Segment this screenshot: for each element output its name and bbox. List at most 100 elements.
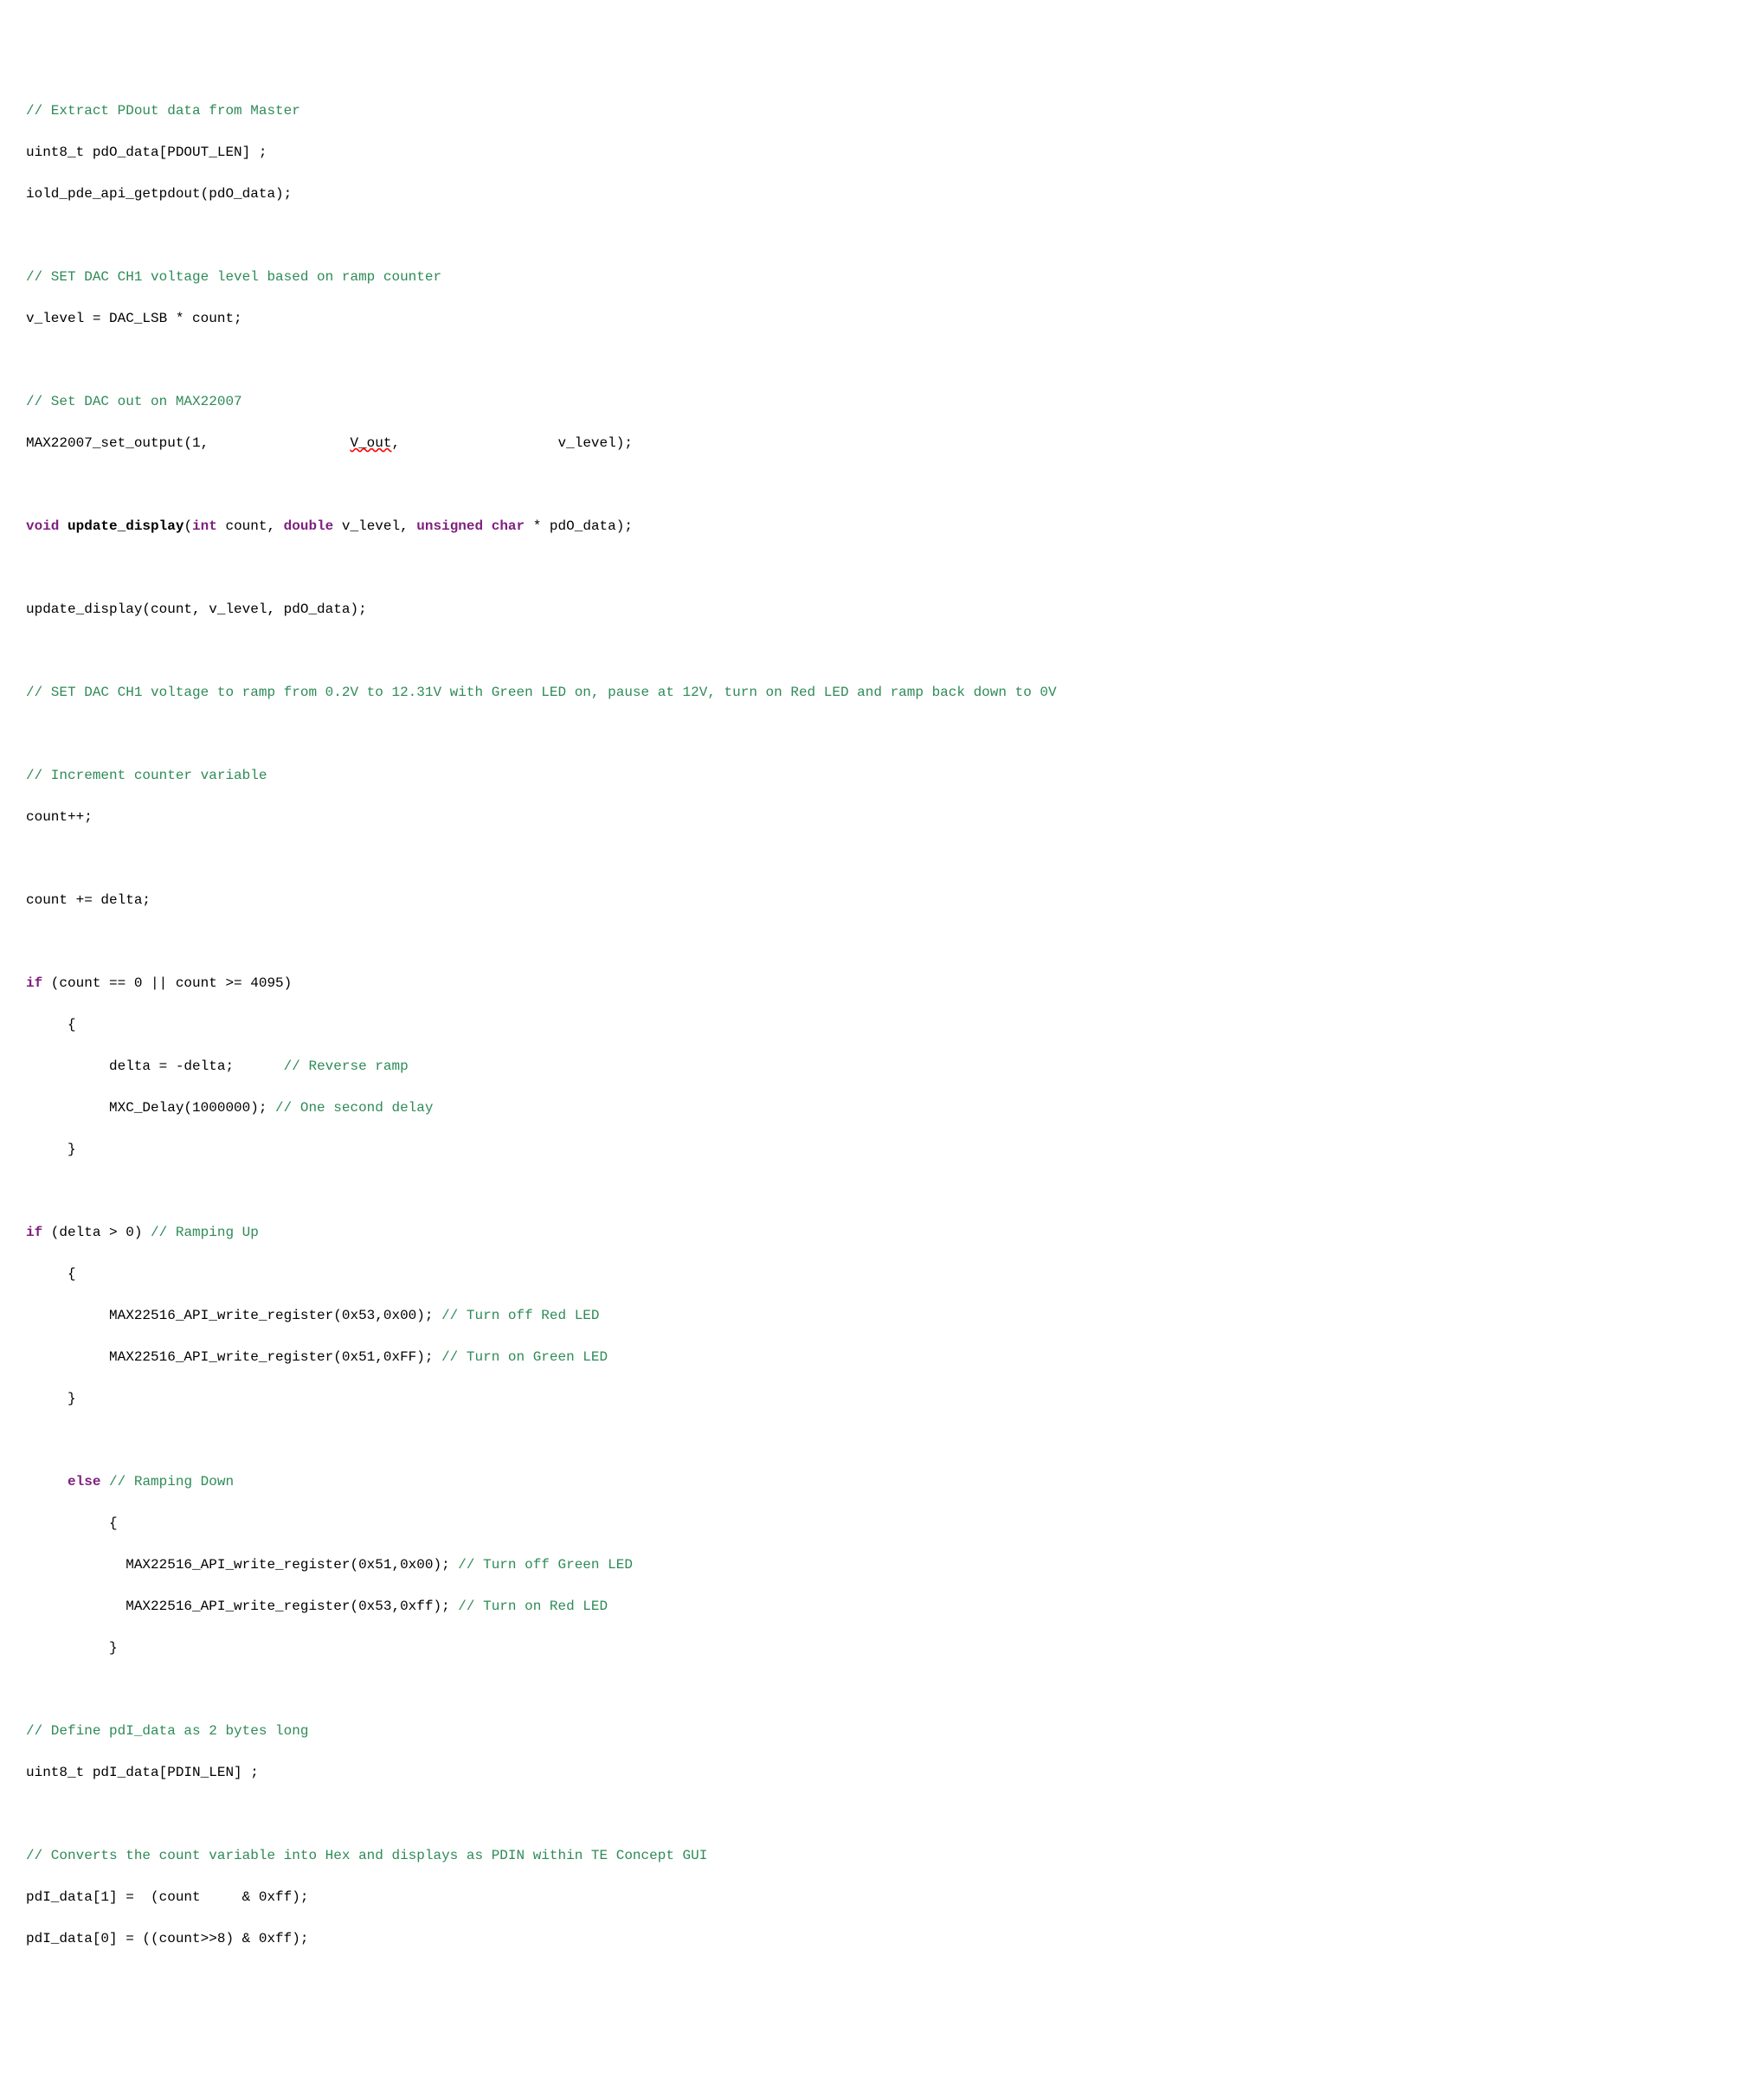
- code-line: MAX22516_API_write_register(0x53,0xff); …: [26, 1596, 1738, 1617]
- code-segment: // SET DAC CH1 voltage to ramp from 0.2V…: [26, 685, 1057, 700]
- code-segment: void: [26, 518, 68, 534]
- code-segment: count += delta;: [26, 892, 151, 908]
- code-line: [26, 1679, 1738, 1700]
- code-segment: // One second delay: [275, 1100, 433, 1116]
- code-segment: (delta > 0): [42, 1225, 151, 1240]
- code-segment: // Turn on Red LED: [458, 1599, 608, 1614]
- code-segment: [26, 1183, 35, 1199]
- code-line: }: [26, 1388, 1738, 1409]
- code-segment: uint8_t pdI_data[PDIN_LEN] ;: [26, 1765, 259, 1780]
- code-segment: uint8_t pdO_data[PDOUT_LEN] ;: [26, 145, 267, 160]
- code-line: [26, 350, 1738, 370]
- code-line: pdI_data[1] = (count & 0xff);: [26, 1887, 1738, 1908]
- code-segment: v_level = DAC_LSB * count;: [26, 311, 242, 326]
- code-line: [26, 1804, 1738, 1824]
- code-segment: [26, 851, 35, 866]
- code-segment: [26, 477, 35, 492]
- code-line: if (delta > 0) // Ramping Up: [26, 1222, 1738, 1243]
- code-segment: // Converts the count variable into Hex …: [26, 1848, 707, 1863]
- code-line: MAX22007_set_output(1, V_out, v_level);: [26, 433, 1738, 454]
- code-segment: [26, 560, 35, 576]
- code-line: // Increment counter variable: [26, 765, 1738, 786]
- code-segment: // Ramping Down: [109, 1474, 234, 1489]
- code-segment: if: [26, 1225, 42, 1240]
- code-segment: MAX22516_API_write_register(0x53,0x00);: [26, 1308, 441, 1323]
- code-segment: // Reverse ramp: [284, 1058, 409, 1074]
- code-segment: update_display: [68, 518, 183, 534]
- code-segment: [26, 643, 35, 659]
- code-segment: // Turn off Red LED: [441, 1308, 599, 1323]
- code-segment: {: [26, 1266, 76, 1282]
- code-line: else // Ramping Down: [26, 1471, 1738, 1492]
- code-segment: [26, 1806, 35, 1822]
- code-line: void update_display(int count, double v_…: [26, 516, 1738, 537]
- code-segment: [26, 1432, 35, 1448]
- code-line: iold_pde_api_getpdout(pdO_data);: [26, 183, 1738, 204]
- code-line: // SET DAC CH1 voltage level based on ra…: [26, 267, 1738, 287]
- code-segment: // Extract PDout data from Master: [26, 103, 300, 119]
- code-segment: * pdO_data);: [525, 518, 633, 534]
- code-segment: [26, 352, 35, 368]
- code-segment: double: [284, 518, 334, 534]
- code-line: }: [26, 1637, 1738, 1658]
- code-line: MAX22516_API_write_register(0x51,0x00); …: [26, 1554, 1738, 1575]
- code-segment: }: [26, 1640, 118, 1656]
- code-segment: }: [26, 1391, 76, 1406]
- code-line: if (count == 0 || count >= 4095): [26, 973, 1738, 994]
- code-segment: [26, 228, 35, 243]
- code-line: [26, 1181, 1738, 1201]
- code-segment: [26, 1474, 68, 1489]
- code-line: {: [26, 1264, 1738, 1284]
- code-segment: // Increment counter variable: [26, 768, 267, 783]
- code-segment: V_out: [350, 435, 391, 451]
- code-line: MAX22516_API_write_register(0x53,0x00); …: [26, 1305, 1738, 1326]
- code-line: count += delta;: [26, 890, 1738, 910]
- code-segment: MAX22007_set_output(1,: [26, 435, 350, 451]
- code-line: [26, 557, 1738, 578]
- code-line: [26, 724, 1738, 744]
- code-line: [26, 474, 1738, 495]
- code-line: // Set DAC out on MAX22007: [26, 391, 1738, 412]
- code-segment: if: [26, 975, 42, 991]
- code-line: [26, 640, 1738, 661]
- code-segment: {: [26, 1017, 76, 1033]
- code-segment: // SET DAC CH1 voltage level based on ra…: [26, 269, 441, 285]
- code-segment: [26, 1682, 35, 1697]
- code-segment: // Define pdI_data as 2 bytes long: [26, 1723, 308, 1739]
- code-line: uint8_t pdI_data[PDIN_LEN] ;: [26, 1762, 1738, 1783]
- code-line: MAX22516_API_write_register(0x51,0xFF); …: [26, 1347, 1738, 1367]
- code-segment: (: [183, 518, 192, 534]
- code-segment: iold_pde_api_getpdout(pdO_data);: [26, 186, 292, 202]
- code-segment: MAX22516_API_write_register(0x51,0x00);: [26, 1557, 458, 1573]
- code-line: [26, 225, 1738, 246]
- code-segment: (count == 0 || count >= 4095): [42, 975, 292, 991]
- code-segment: delta = -delta;: [26, 1058, 284, 1074]
- code-segment: MAX22516_API_write_register(0x51,0xFF);: [26, 1349, 441, 1365]
- code-line: v_level = DAC_LSB * count;: [26, 308, 1738, 329]
- code-segment: pdI_data[1] = (count & 0xff);: [26, 1889, 308, 1905]
- code-line: {: [26, 1014, 1738, 1035]
- code-segment: else: [68, 1474, 100, 1489]
- code-line: delta = -delta; // Reverse ramp: [26, 1056, 1738, 1077]
- code-line: uint8_t pdO_data[PDOUT_LEN] ;: [26, 142, 1738, 163]
- code-segment: [26, 726, 35, 742]
- code-segment: [100, 1474, 109, 1489]
- code-segment: MXC_Delay(1000000);: [26, 1100, 275, 1116]
- code-line: // Define pdI_data as 2 bytes long: [26, 1721, 1738, 1741]
- code-segment: pdI_data[0] = ((count>>8) & 0xff);: [26, 1931, 308, 1946]
- code-segment: int: [192, 518, 217, 534]
- code-segment: }: [26, 1142, 76, 1157]
- code-segment: v_level,: [333, 518, 416, 534]
- code-segment: , v_level);: [391, 435, 632, 451]
- code-line: [26, 1430, 1738, 1451]
- code-segment: {: [26, 1515, 118, 1531]
- code-segment: // Ramping Up: [151, 1225, 259, 1240]
- code-segment: count++;: [26, 809, 93, 825]
- code-segment: // Turn on Green LED: [441, 1349, 608, 1365]
- code-segment: count,: [217, 518, 284, 534]
- code-segment: // Turn off Green LED: [458, 1557, 633, 1573]
- code-block: // Extract PDout data from Master uint8_…: [26, 100, 1738, 1970]
- code-segment: [26, 934, 35, 949]
- code-line: MXC_Delay(1000000); // One second delay: [26, 1097, 1738, 1118]
- code-line: // Converts the count variable into Hex …: [26, 1845, 1738, 1866]
